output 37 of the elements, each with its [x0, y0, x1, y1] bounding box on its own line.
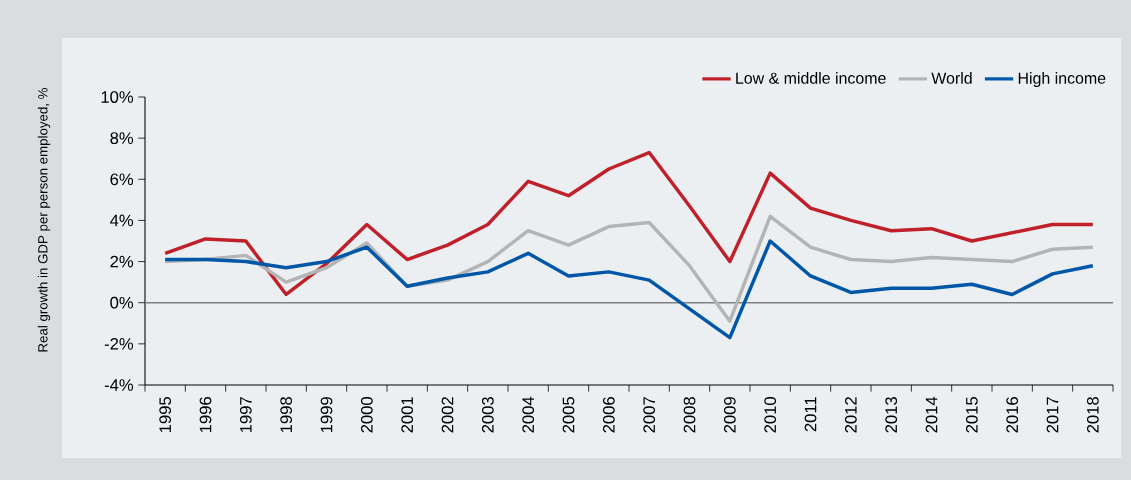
- y-axis-title: Real growth in GDP per person employed, %: [37, 87, 51, 352]
- x-tick-label: 2017: [1046, 397, 1059, 433]
- x-tick-label: 2006: [602, 397, 615, 433]
- legend-label: World: [931, 72, 972, 84]
- y-tick-label: 6%: [110, 173, 134, 186]
- x-tick-label: 2007: [643, 397, 656, 433]
- x-tick-label: 2011: [804, 397, 817, 432]
- y-tick-label: 4%: [110, 214, 134, 227]
- x-tick-label: 2003: [481, 397, 494, 433]
- x-tick-label: 1997: [239, 397, 252, 433]
- y-tick-label: 10%: [101, 91, 134, 103]
- y-tick-label: 0%: [110, 296, 134, 309]
- x-tick-label: 2004: [522, 396, 535, 433]
- y-tick-label: 2%: [110, 255, 134, 268]
- x-tick-label: 2015: [965, 397, 978, 433]
- x-tick-label: 2018: [1086, 397, 1099, 433]
- x-tick-label: 1999: [320, 397, 333, 433]
- x-tick-label: 2016: [1006, 397, 1019, 433]
- x-tick-label: 2010: [764, 397, 777, 433]
- x-tick-label: 1998: [280, 397, 293, 433]
- legend-label: High income: [1018, 72, 1106, 87]
- x-tick-label: 2000: [360, 397, 373, 433]
- x-tick-label: 2013: [885, 397, 898, 433]
- y-tick-label: -4%: [104, 379, 134, 391]
- x-tick-label: 1996: [199, 397, 212, 433]
- y-tick-label: 8%: [110, 132, 134, 145]
- y-tick-label: -2%: [104, 338, 134, 350]
- x-tick-label: 2005: [562, 397, 575, 433]
- line-series: [163, 239, 1095, 340]
- x-tick-label: 2008: [683, 397, 696, 433]
- x-tick-label: 2002: [441, 397, 454, 433]
- x-tick-label: 2012: [844, 397, 857, 433]
- x-tick-label: 1995: [159, 397, 172, 433]
- x-tick-label: 2001: [401, 397, 414, 433]
- legend-label: Low & middle income: [736, 72, 886, 84]
- x-tick-label: 2009: [723, 397, 736, 433]
- x-tick-label: 2014: [925, 396, 938, 433]
